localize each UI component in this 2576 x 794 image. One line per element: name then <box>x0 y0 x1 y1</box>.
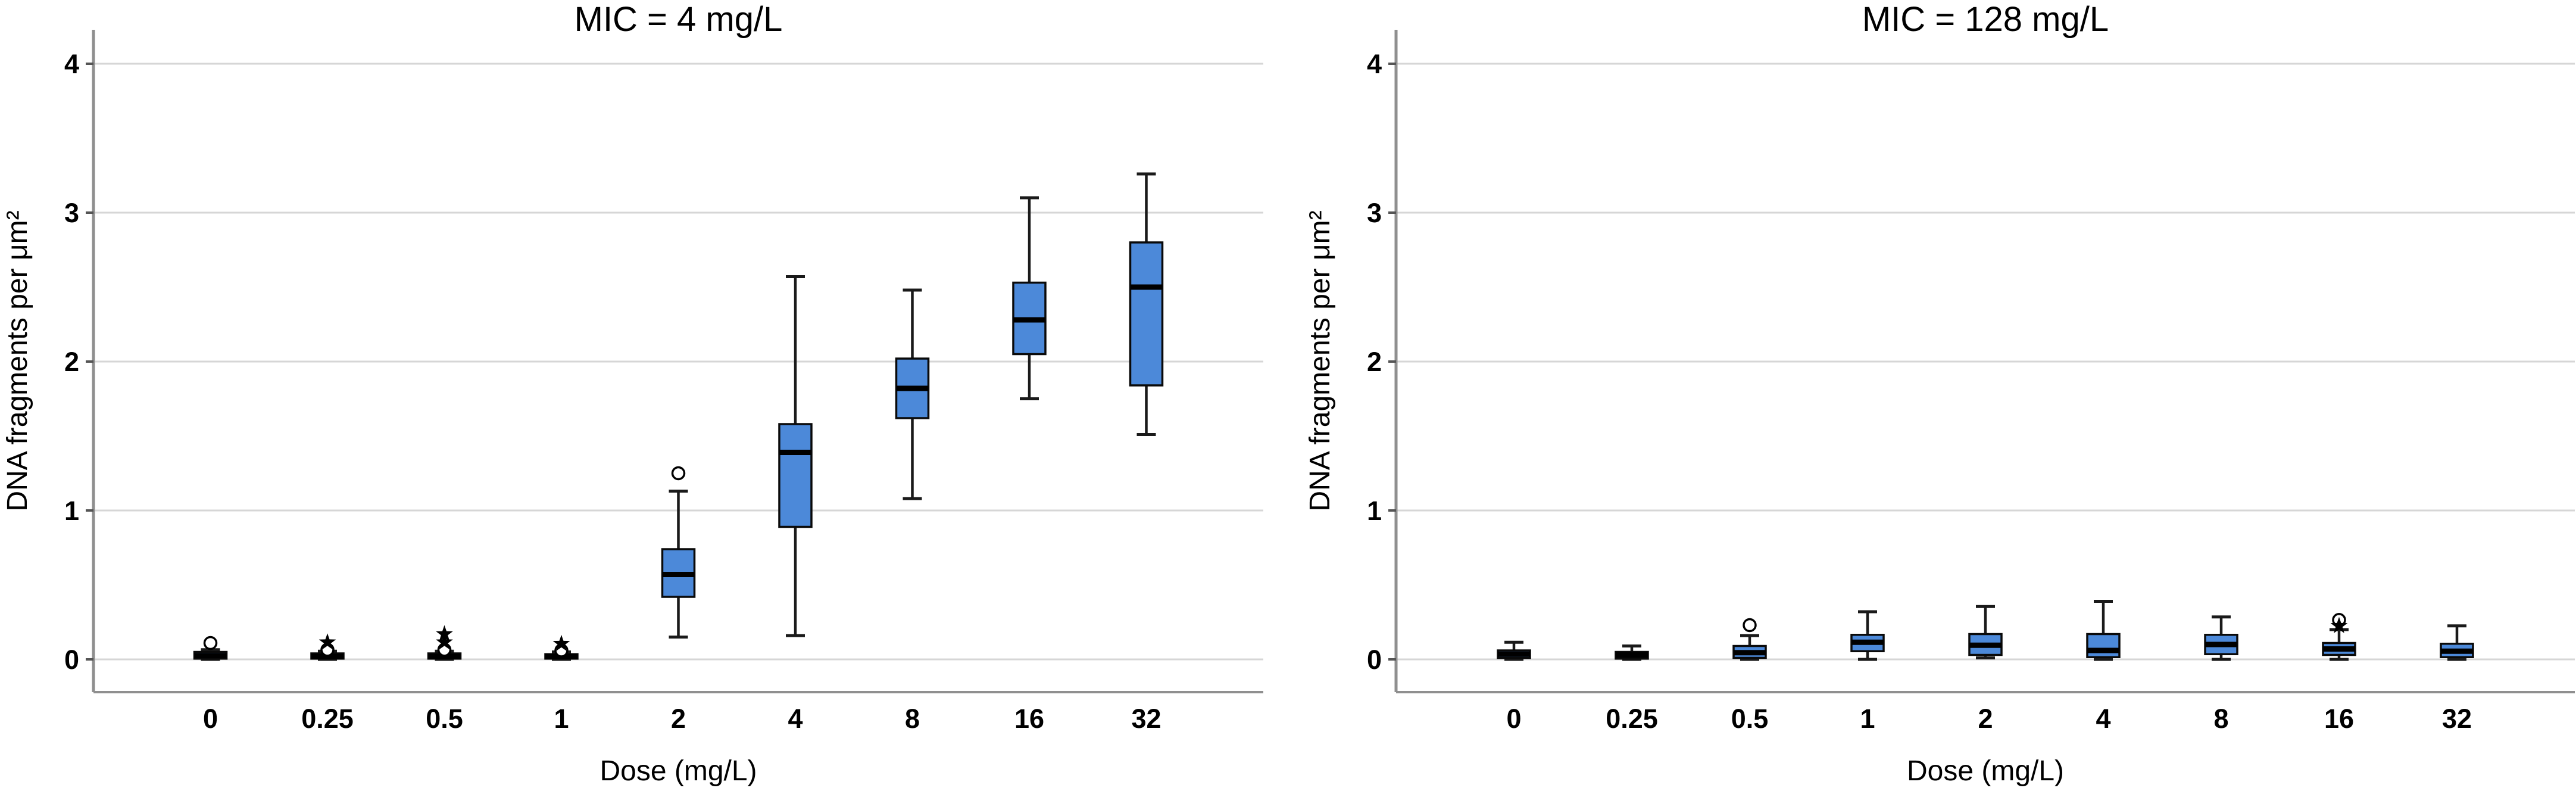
box-group-dose-8: 8 <box>2204 615 2238 734</box>
box-group-dose-2: 2 <box>1968 605 2003 734</box>
outlier-star <box>2330 616 2348 633</box>
outlier-circle <box>1743 618 1757 633</box>
outlier-circle <box>671 466 686 481</box>
panel-title: MIC = 128 mg/L <box>1862 0 2109 39</box>
box-group-dose-2: 2 <box>661 466 696 734</box>
box-group-dose-0: 0 <box>1497 640 1531 734</box>
x-tick-label: 4 <box>2096 703 2110 734</box>
box-group-dose-0.5: 0.5 <box>426 625 463 734</box>
y-tick-label: 0 <box>1367 644 1382 675</box>
box-group-dose-32: 32 <box>1129 172 1164 734</box>
x-axis-title: Dose (mg/L) <box>1907 755 2064 787</box>
box-group-dose-0.25: 0.25 <box>301 633 354 734</box>
y-tick-label: 3 <box>64 198 79 228</box>
box-group-dose-4: 4 <box>778 275 813 734</box>
box-group-dose-0: 0 <box>193 636 228 734</box>
box-group-dose-0.5: 0.5 <box>1731 618 1769 734</box>
box-group-dose-4: 4 <box>2086 600 2121 734</box>
x-tick-label: 8 <box>2213 703 2228 734</box>
panel-title: MIC = 4 mg/L <box>574 0 783 39</box>
box-group-dose-16: 16 <box>2322 613 2356 734</box>
box-group-dose-8: 8 <box>895 288 930 734</box>
x-tick-label: 0.5 <box>1731 703 1769 734</box>
x-tick-label: 2 <box>671 703 686 734</box>
y-tick-label: 1 <box>64 496 79 526</box>
x-tick-label: 0.5 <box>426 703 463 734</box>
y-tick-label: 2 <box>64 347 79 377</box>
y-tick-label: 0 <box>64 644 79 675</box>
panel-left: 0 1 2 3 4 MIC = 4 mg/L Dose (mg/L) DNA fragment… <box>2 0 1263 787</box>
iqr-box <box>1129 241 1164 387</box>
x-tick-label: 32 <box>1131 703 1161 734</box>
box-group-dose-1: 1 <box>544 634 579 734</box>
x-tick-label: 0.25 <box>1606 703 1658 734</box>
panel-right: 0 1 2 3 4 MIC = 128 mg/L Dose (mg/L) DNA fragme… <box>1304 0 2575 787</box>
x-tick-label: 1 <box>554 703 569 734</box>
outlier-star <box>552 634 570 651</box>
box-group-dose-32: 32 <box>2440 624 2474 734</box>
x-tick-label: 2 <box>1978 703 1993 734</box>
y-tick-label: 2 <box>1367 347 1382 377</box>
box-group-dose-0.25: 0.25 <box>1606 644 1658 734</box>
outlier-star <box>319 633 336 650</box>
box-group-dose-1: 1 <box>1850 610 1885 734</box>
x-tick-label: 0 <box>1506 703 1521 734</box>
x-tick-label: 16 <box>1014 703 1044 734</box>
y-tick-label: 1 <box>1367 496 1382 526</box>
x-tick-label: 8 <box>905 703 920 734</box>
y-tick-label: 4 <box>64 49 79 79</box>
outlier-star <box>436 633 453 650</box>
x-tick-label: 4 <box>788 703 803 734</box>
y-tick-label: 4 <box>1367 49 1382 79</box>
x-axis-title: Dose (mg/L) <box>599 755 757 787</box>
y-axis-title: DNA fragments per μm² <box>2 210 33 511</box>
outlier-circle <box>203 636 218 650</box>
x-tick-label: 0.25 <box>301 703 354 734</box>
x-tick-label: 32 <box>2442 703 2472 734</box>
x-tick-label: 16 <box>2324 703 2354 734</box>
y-axis-title: DNA fragments per μm² <box>1304 210 1336 511</box>
y-tick-label: 3 <box>1367 198 1382 228</box>
iqr-box <box>778 423 813 528</box>
outlier-star <box>436 625 453 642</box>
iqr-box <box>2086 633 2121 658</box>
x-tick-label: 1 <box>1860 703 1875 734</box>
box-group-dose-16: 16 <box>1012 196 1047 734</box>
x-tick-label: 0 <box>203 703 218 734</box>
